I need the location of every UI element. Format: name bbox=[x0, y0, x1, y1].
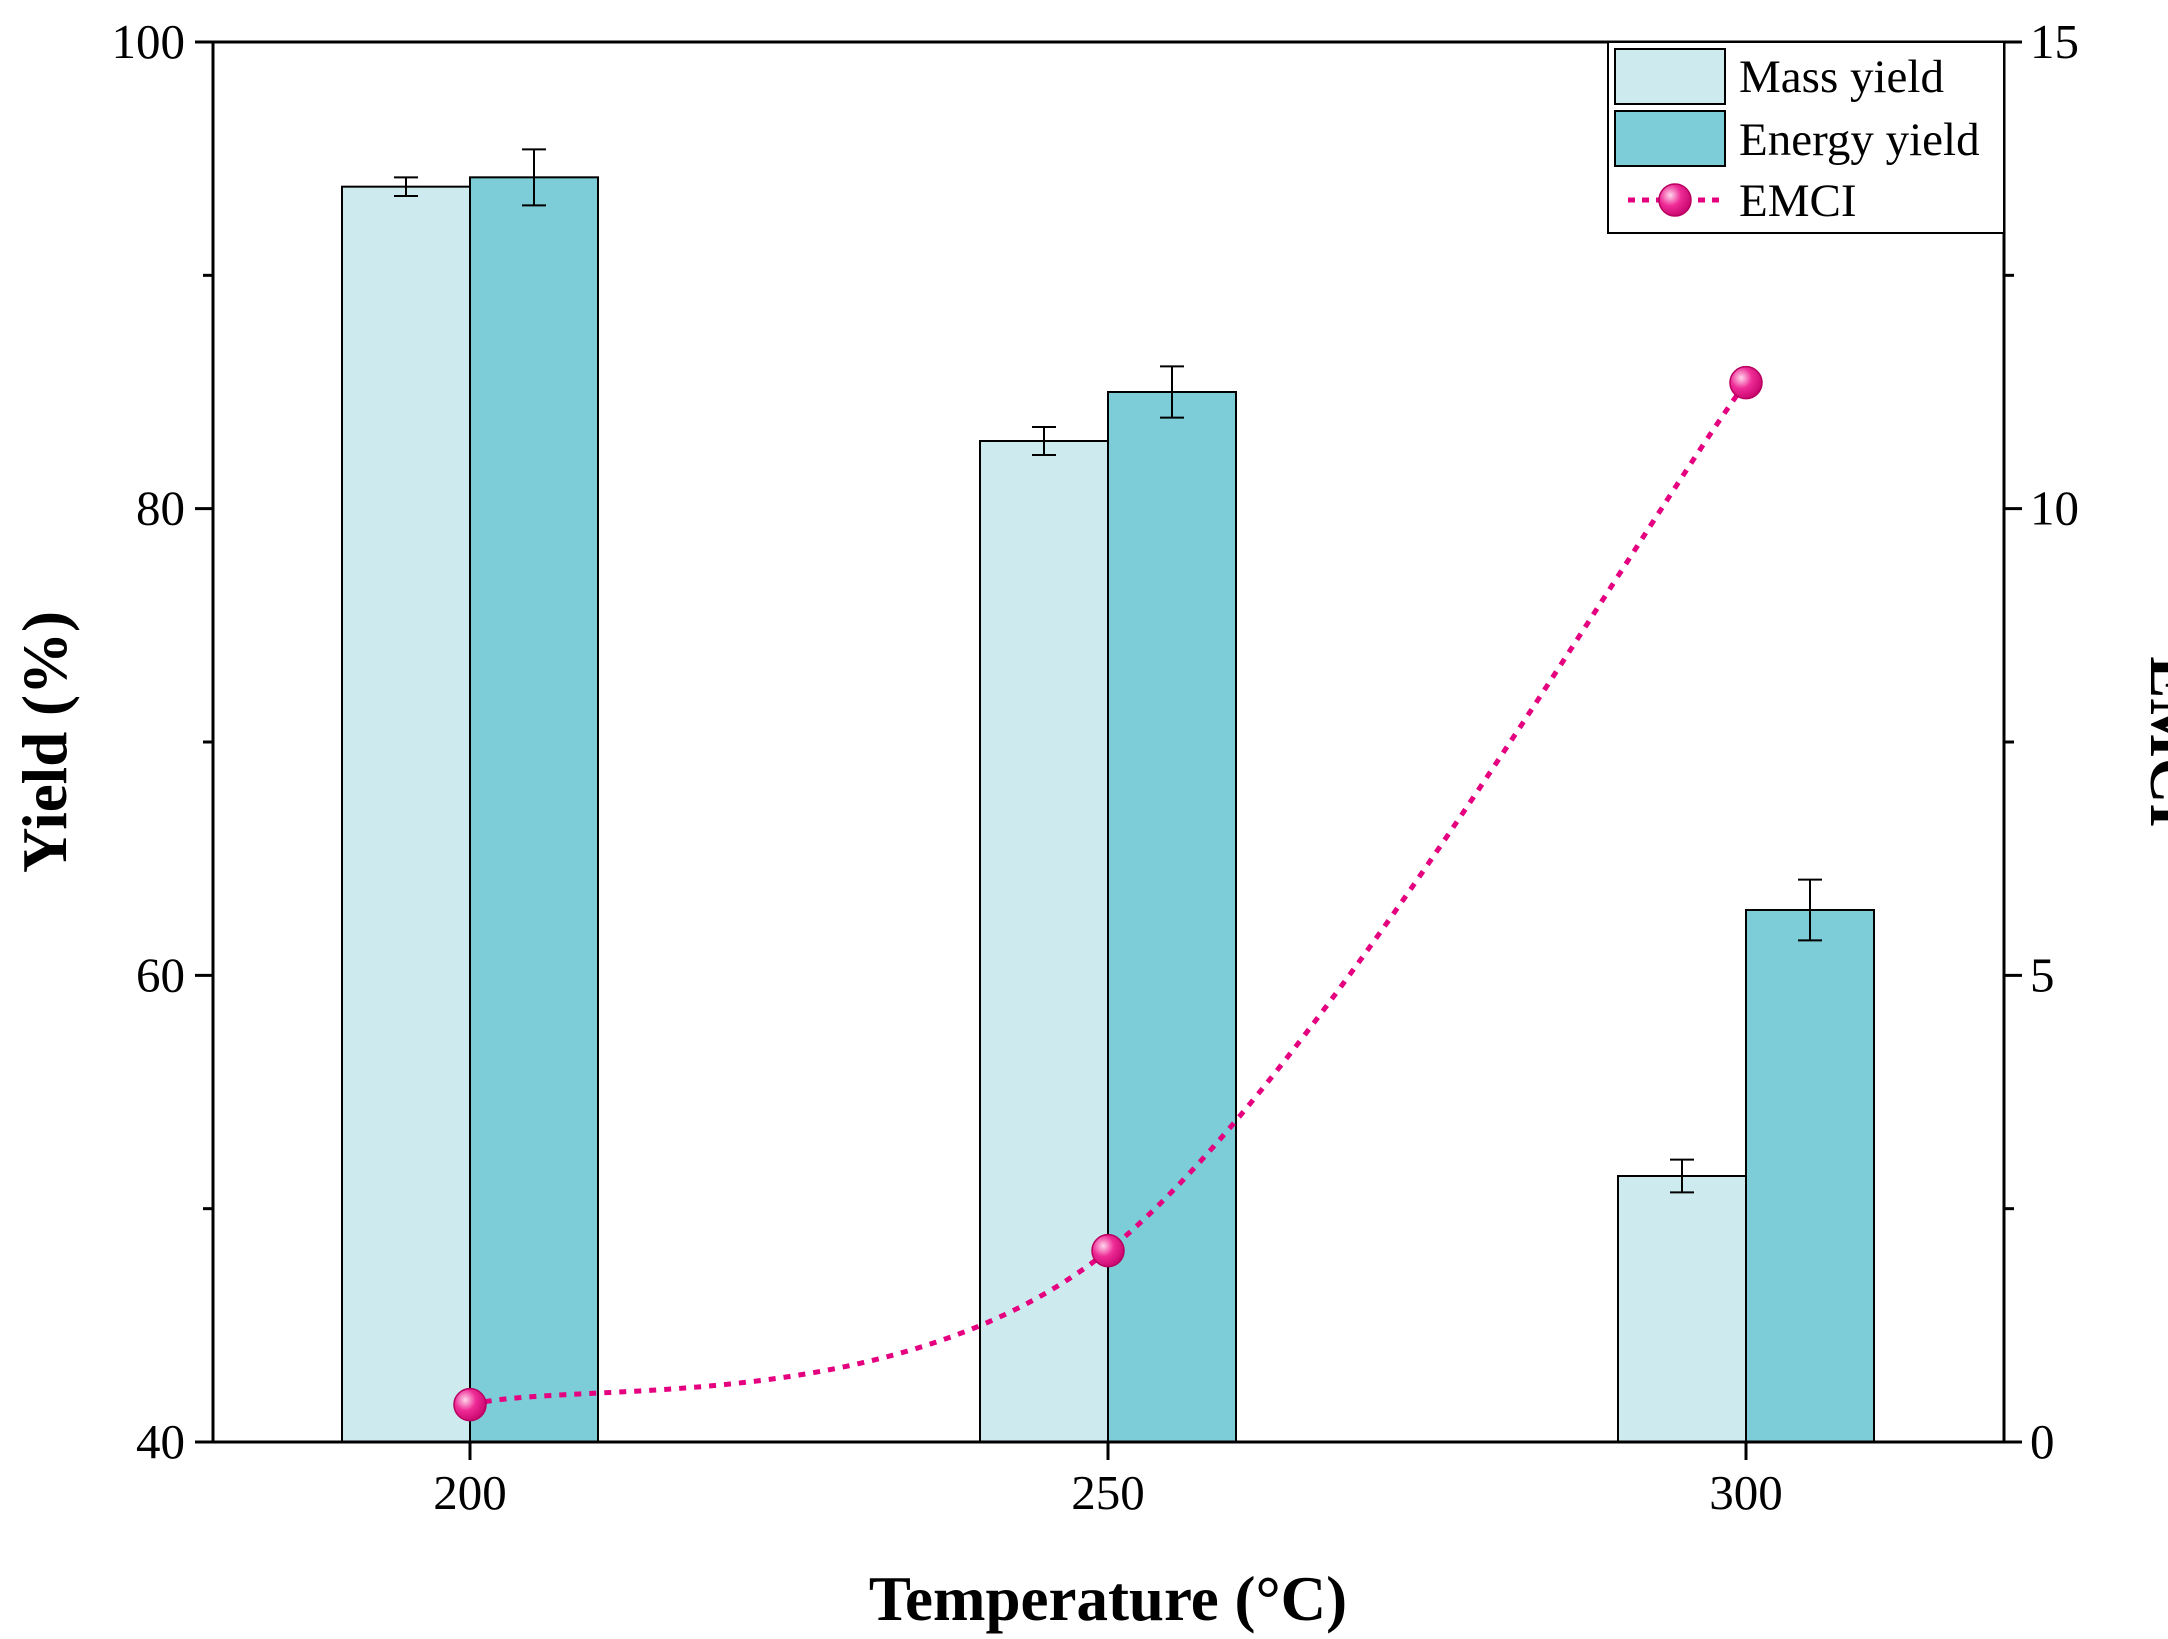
x-axis-title: Temperature (°C) bbox=[869, 1564, 1347, 1634]
legend-marker-emci bbox=[1658, 183, 1692, 217]
y2-tick-label-5: 5 bbox=[2030, 947, 2055, 1002]
x-tick-label-250: 250 bbox=[1071, 1465, 1145, 1520]
y2-tick-label-15: 15 bbox=[2030, 14, 2079, 69]
errorbar-layer bbox=[394, 148, 1822, 1194]
bar-energy-yield-300 bbox=[1745, 909, 1875, 1443]
bar-mass-yield-250 bbox=[979, 440, 1109, 1443]
marker-emci-300 bbox=[1729, 365, 1763, 400]
legend-label-mass-yield: Mass yield bbox=[1739, 51, 1944, 103]
x-tick-label-300: 300 bbox=[1709, 1465, 1783, 1520]
bar-layer bbox=[341, 176, 1875, 1444]
y2-axis-title: EMCI bbox=[2137, 656, 2168, 828]
legend-swatch-energy-yield bbox=[1614, 110, 1726, 167]
axes-layer: 40 60 80 100 0 5 10 15 200 250 300 bbox=[112, 14, 2080, 1520]
y-tick-label-80: 80 bbox=[136, 481, 185, 536]
bar-energy-yield-200 bbox=[469, 176, 599, 1443]
emci-line-layer bbox=[453, 365, 1763, 1422]
line-emci bbox=[469, 381, 1749, 1408]
y2-tick-label-10: 10 bbox=[2030, 481, 2079, 536]
legend-label-energy-yield: Energy yield bbox=[1739, 114, 1980, 166]
y-tick-label-40: 40 bbox=[136, 1414, 185, 1469]
bar-mass-yield-300 bbox=[1617, 1175, 1747, 1443]
legend-label-emci: EMCI bbox=[1739, 175, 1857, 227]
y-axis-title: Yield (%) bbox=[10, 611, 80, 873]
x-tick-label-200: 200 bbox=[433, 1465, 507, 1520]
y-tick-label-100: 100 bbox=[112, 14, 186, 69]
marker-emci-200 bbox=[453, 1387, 487, 1422]
marker-emci-250 bbox=[1091, 1233, 1125, 1268]
bar-mass-yield-200 bbox=[341, 185, 471, 1444]
legend-swatch-mass-yield bbox=[1614, 48, 1726, 105]
y-tick-label-60: 60 bbox=[136, 947, 185, 1002]
legend: Mass yield Energy yield EMCI bbox=[1607, 41, 2005, 234]
bar-energy-yield-250 bbox=[1107, 391, 1237, 1443]
y2-tick-label-0: 0 bbox=[2030, 1414, 2055, 1469]
